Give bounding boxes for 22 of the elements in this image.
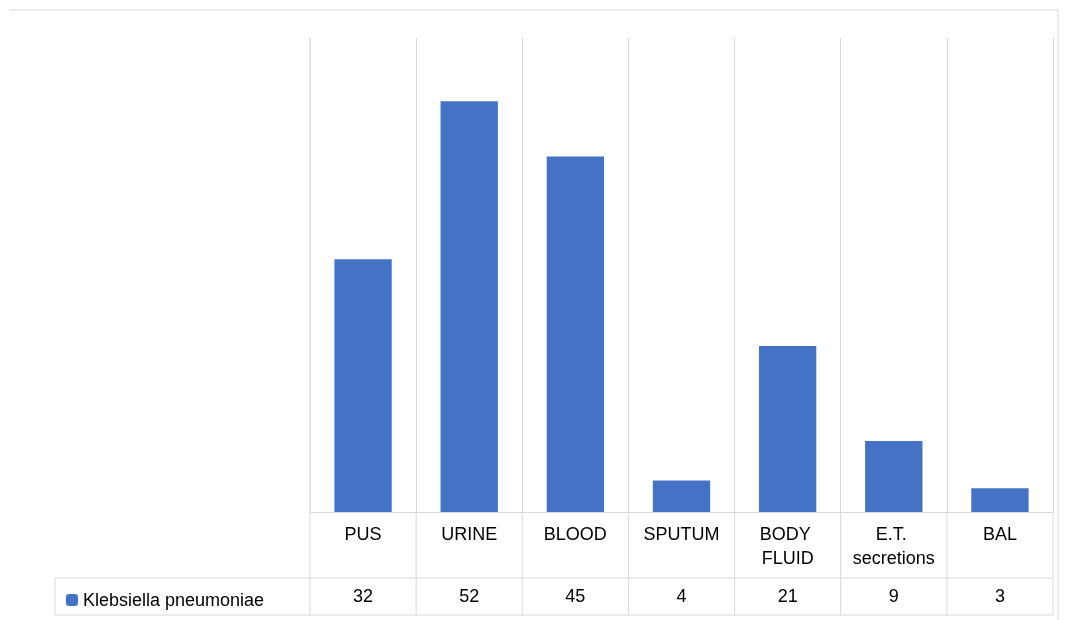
- data-label: 4: [676, 586, 687, 606]
- data-label: 52: [459, 586, 480, 606]
- bar: [546, 156, 605, 512]
- x-tick-label: URINE: [441, 524, 498, 544]
- bar: [758, 346, 817, 512]
- x-tick-label: BAL: [982, 524, 1017, 544]
- bar: [334, 259, 392, 512]
- bar: [865, 440, 923, 512]
- legend-label: Klebsiella pneumoniae: [83, 590, 265, 610]
- bar: [971, 488, 1029, 512]
- x-tick-label: SPUTUM: [643, 524, 720, 544]
- bar: [652, 480, 711, 512]
- x-tick-label: E.T. secretions: [852, 524, 935, 568]
- data-label: 9: [888, 586, 899, 606]
- data-label: 3: [994, 586, 1005, 606]
- data-label: 21: [777, 586, 798, 606]
- data-label: 45: [565, 586, 586, 606]
- x-tick-label: PUS: [344, 524, 382, 544]
- x-tick-label: BLOOD: [543, 524, 607, 544]
- bar: [440, 101, 498, 512]
- x-tick-label: BODY FLUID: [759, 524, 816, 568]
- data-label: 32: [353, 586, 374, 606]
